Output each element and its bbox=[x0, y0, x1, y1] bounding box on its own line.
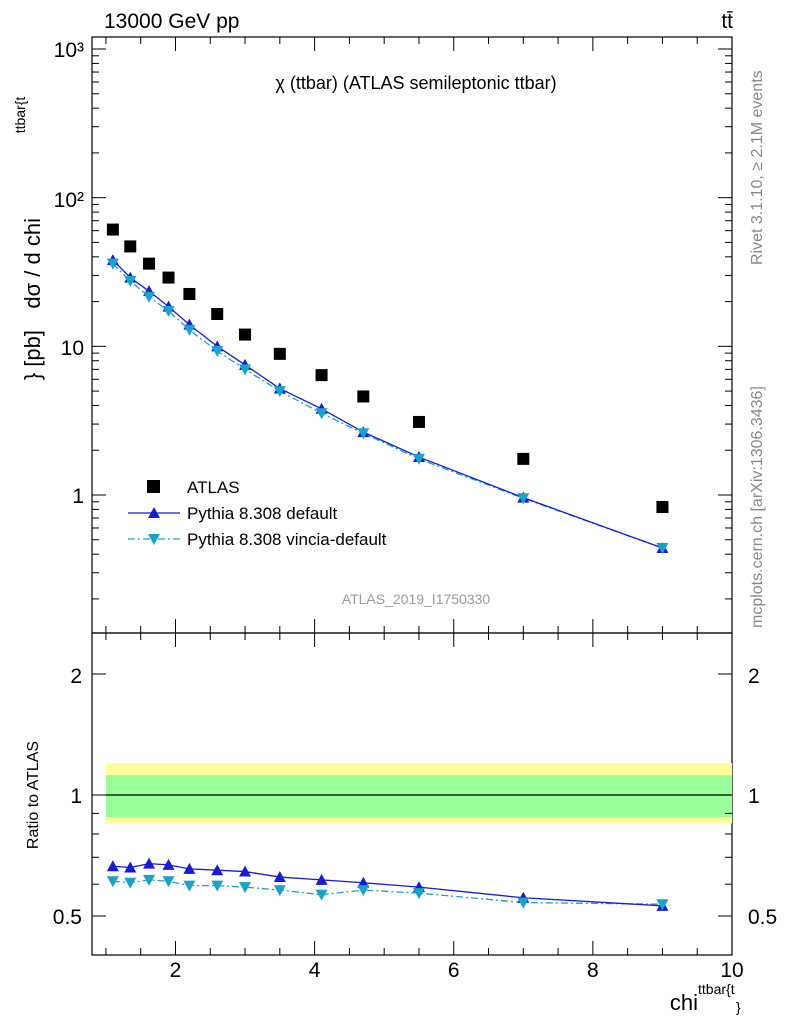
ratio-default-point bbox=[273, 871, 286, 883]
main-y-tick-labels: 10³ 10² 10 1 bbox=[54, 39, 84, 508]
main-y-label-text: dσ / d chi bbox=[20, 218, 45, 309]
ratio-default-point bbox=[183, 862, 196, 874]
main-y-label-suffix: } [pb] bbox=[20, 330, 45, 380]
legend-label-default: Pythia 8.308 default bbox=[187, 504, 338, 523]
ratio-y-tick-2-left: 2 bbox=[70, 665, 82, 688]
atlas-point bbox=[124, 240, 137, 253]
ratio-default-point bbox=[357, 876, 370, 888]
ratio-y-tick-1-right: 1 bbox=[748, 785, 760, 808]
ratio-vincia-point bbox=[183, 880, 196, 892]
ratio-y-tick-labels: 2 1 0.5 2 1 0.5 bbox=[53, 665, 777, 929]
ratio-vincia-point bbox=[315, 889, 328, 901]
atlas-point bbox=[211, 308, 224, 321]
ratio-vincia-point bbox=[273, 885, 286, 897]
atlas-point bbox=[412, 415, 425, 428]
ratio-vincia-point bbox=[412, 888, 425, 900]
ratio-y-axis-label-group: Ratio to ATLAS bbox=[25, 741, 42, 849]
ratio-vincia-point bbox=[211, 880, 224, 892]
ratio-band-inner bbox=[105, 775, 733, 818]
mcplots-label: mcplots.cern.ch [arXiv:1306.3436] bbox=[749, 386, 766, 628]
x-tick-8: 8 bbox=[587, 959, 599, 982]
main-y-axis-label: } [pb] bbox=[20, 330, 45, 380]
vincia-point bbox=[656, 543, 669, 555]
rivet-label: Rivet 3.1.10, ≥ 2.1M events bbox=[749, 70, 766, 265]
x-tick-6: 6 bbox=[448, 959, 460, 982]
atlas-point bbox=[315, 369, 328, 382]
ratio-vincia-point bbox=[239, 882, 252, 894]
main-y-axis-label-sup-group: ttbar{t bbox=[12, 97, 28, 134]
main-y-tick-1: 1 bbox=[72, 485, 84, 508]
ratio-vincia-point bbox=[162, 876, 175, 888]
legend-label-vincia: Pythia 8.308 vincia-default bbox=[187, 530, 387, 549]
ratio-y-tick-2-right: 2 bbox=[748, 665, 760, 688]
ratio-y-tick-1-left: 1 bbox=[70, 785, 82, 808]
legend-marker-default bbox=[148, 507, 160, 518]
legend-label-atlas: ATLAS bbox=[187, 478, 240, 497]
ratio-vincia-point bbox=[517, 897, 530, 909]
rivet-label-group: Rivet 3.1.10, ≥ 2.1M events bbox=[749, 70, 766, 265]
ratio-default-point bbox=[162, 858, 175, 870]
ratio-vincia-point bbox=[143, 874, 156, 886]
vincia-point bbox=[239, 364, 252, 376]
x-label-text: chi bbox=[670, 990, 698, 1015]
ratio-vincia-point bbox=[656, 899, 669, 911]
x-tick-10: 10 bbox=[720, 959, 743, 982]
ratio-default-point bbox=[143, 857, 156, 869]
ratio-default-point bbox=[211, 864, 224, 876]
ratio-y-tick-05-right: 0.5 bbox=[748, 906, 777, 929]
process-label: tt̄ bbox=[721, 10, 733, 33]
x-tick-4: 4 bbox=[309, 959, 321, 982]
main-y-tick-10: 10 bbox=[61, 337, 84, 360]
main-y-tick-1000: 10³ bbox=[54, 39, 84, 62]
x-tick-2: 2 bbox=[170, 959, 182, 982]
atlas-point bbox=[106, 223, 119, 236]
ratio-vincia-point bbox=[106, 876, 119, 888]
vincia-point bbox=[211, 346, 224, 358]
legend-marker-vincia bbox=[148, 534, 160, 545]
atlas-point bbox=[183, 287, 196, 300]
x-axis-label: chi ttbar{t } bbox=[670, 981, 741, 1015]
vincia-point bbox=[517, 493, 530, 505]
ratio-vincia-point bbox=[357, 885, 370, 897]
vincia-point bbox=[124, 276, 137, 288]
mcplots-label-group: mcplots.cern.ch [arXiv:1306.3436] bbox=[749, 386, 766, 628]
atlas-point bbox=[357, 390, 370, 403]
ratio-default-point bbox=[124, 861, 137, 873]
atlas-point bbox=[143, 257, 156, 270]
energy-label: 13000 GeV pp bbox=[104, 10, 239, 33]
atlas-point bbox=[273, 347, 286, 360]
vincia-point bbox=[315, 408, 328, 420]
ratio-y-axis-label: Ratio to ATLAS bbox=[25, 741, 42, 849]
atlas-point bbox=[162, 271, 175, 284]
legend: ATLAS Pythia 8.308 default Pythia 8.308 … bbox=[128, 478, 387, 549]
main-y-label-sup: ttbar{t bbox=[12, 97, 28, 134]
vincia-point bbox=[106, 258, 119, 270]
analysis-label: ATLAS_2019_I1750330 bbox=[342, 591, 491, 607]
chart-marks bbox=[106, 223, 669, 911]
vincia-point bbox=[143, 291, 156, 303]
x-label-sup: ttbar{t bbox=[698, 981, 735, 997]
main-y-tick-100: 10² bbox=[54, 189, 84, 212]
ratio-default-point bbox=[106, 860, 119, 872]
ratio-default-point bbox=[239, 865, 252, 877]
x-label-suffix: } bbox=[736, 999, 741, 1015]
axis-ticks bbox=[92, 37, 733, 955]
legend-marker-atlas bbox=[147, 480, 160, 493]
vincia-point bbox=[183, 324, 196, 336]
vincia-point bbox=[162, 305, 175, 317]
main-y-axis-label-body: dσ / d chi bbox=[20, 218, 45, 309]
plot-title: χ (ttbar) (ATLAS semileptonic ttbar) bbox=[275, 73, 556, 93]
ratio-default-point bbox=[315, 873, 328, 885]
vincia-point bbox=[273, 386, 286, 398]
ratio-vincia-point bbox=[124, 877, 137, 889]
atlas-point bbox=[656, 501, 669, 514]
vincia-point bbox=[357, 428, 370, 440]
x-tick-labels: 2 4 6 8 10 bbox=[170, 959, 744, 982]
vincia-point bbox=[412, 453, 425, 465]
ratio-y-tick-05-left: 0.5 bbox=[53, 906, 82, 929]
atlas-point bbox=[239, 328, 252, 341]
atlas-point bbox=[517, 452, 530, 465]
